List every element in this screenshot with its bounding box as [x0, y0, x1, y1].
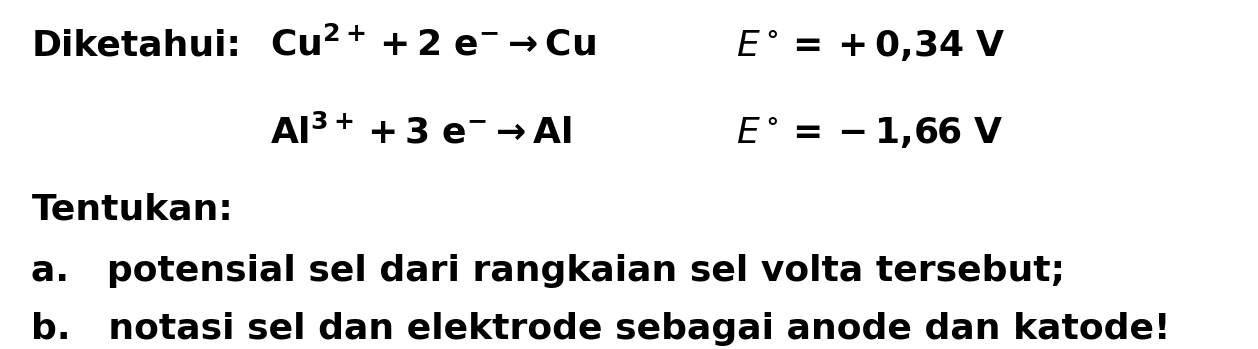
- Text: $\mathit{E}\mathbf{^\circ = -1{,}66\ V}$: $\mathit{E}\mathbf{^\circ = -1{,}66\ V}$: [736, 115, 1004, 150]
- Text: $\mathit{E}\mathbf{^\circ = +0{,}34\ V}$: $\mathit{E}\mathbf{^\circ = +0{,}34\ V}$: [736, 28, 1005, 63]
- Text: b.   notasi sel dan elektrode sebagai anode dan katode!: b. notasi sel dan elektrode sebagai anod…: [31, 312, 1171, 346]
- Text: Diketahui:: Diketahui:: [31, 29, 242, 63]
- Text: $\mathbf{Cu^{2+} + 2\ e^{-} \rightarrow Cu}$: $\mathbf{Cu^{2+} + 2\ e^{-} \rightarrow …: [270, 27, 596, 63]
- Text: Tentukan:: Tentukan:: [31, 193, 233, 227]
- Text: $\mathbf{Al^{3+} + 3\ e^{-} \rightarrow Al}$: $\mathbf{Al^{3+} + 3\ e^{-} \rightarrow …: [270, 114, 572, 150]
- Text: a.   potensial sel dari rangkaian sel volta tersebut;: a. potensial sel dari rangkaian sel volt…: [31, 254, 1066, 288]
